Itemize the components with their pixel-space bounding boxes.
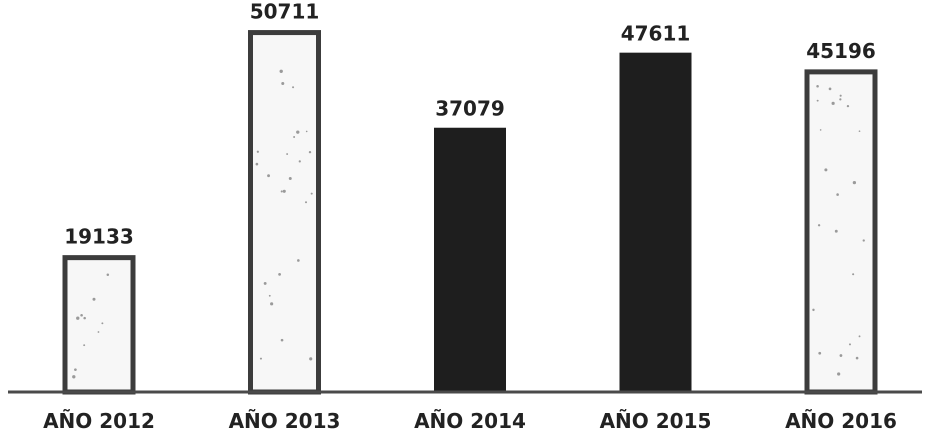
bar-rect (248, 30, 321, 395)
bar-3 (434, 127, 506, 393)
bar-speckle (305, 130, 308, 133)
data-label: 47611 (621, 22, 691, 46)
category-label: AÑO 2012 (43, 409, 155, 433)
bar-speckle (292, 86, 295, 89)
bar-speckle (92, 297, 96, 301)
bar-speckle (834, 229, 838, 233)
bar-speckle (293, 136, 296, 138)
bar-speckle (296, 130, 300, 134)
data-label: 37079 (435, 97, 505, 121)
bar-speckle (836, 193, 839, 196)
bar-speckle (816, 99, 819, 102)
bar-speckle (72, 375, 76, 379)
bar-speckle (848, 343, 851, 346)
bar-speckle (852, 273, 855, 276)
bar-speckle (828, 87, 832, 91)
bar-speckle (818, 351, 822, 355)
bar-speckle (288, 177, 292, 181)
bar-speckle (309, 357, 313, 361)
bar-speckle (106, 273, 110, 276)
bar-speckle (76, 316, 80, 320)
bar-speckle (282, 189, 286, 193)
bar-speckle (855, 356, 859, 360)
category-label: AÑO 2015 (600, 409, 712, 433)
data-label: 45196 (806, 39, 876, 63)
bar-speckle (270, 302, 274, 306)
data-label: 50711 (250, 0, 320, 24)
bar-speckle (263, 281, 267, 285)
bar-speckle (858, 130, 861, 133)
bar-rect (434, 127, 506, 393)
data-label: 19133 (64, 225, 134, 249)
bar-speckle (279, 69, 283, 73)
bar-speckle (256, 150, 259, 153)
bar-speckle (812, 308, 815, 312)
category-label: AÑO 2016 (785, 409, 897, 433)
bar-speckle (852, 180, 857, 185)
bar-speckle (280, 190, 283, 193)
bar-speckle (831, 101, 835, 105)
bar-speckle (268, 294, 271, 297)
bar-speckle (286, 153, 289, 155)
bars-layer (62, 30, 878, 395)
bar-speckle (824, 168, 828, 172)
bar-speckle (839, 94, 842, 97)
bar-speckle (101, 322, 104, 325)
bar-speckle (819, 129, 822, 131)
bar-speckle (839, 98, 842, 101)
category-label: AÑO 2014 (414, 409, 526, 433)
bar-speckle (83, 344, 86, 347)
bar-speckle (255, 162, 259, 166)
bar-speckle (816, 84, 819, 88)
bar-speckle (280, 338, 284, 342)
category-label: AÑO 2013 (229, 409, 341, 433)
bar-speckle (297, 259, 300, 262)
bar-speckle (817, 224, 821, 227)
bar-speckle (846, 104, 850, 108)
bar-speckle (267, 174, 270, 178)
bar-rect (804, 69, 878, 395)
bar-speckle (80, 313, 83, 317)
bar-1 (62, 255, 136, 395)
bar-speckle (837, 372, 841, 376)
bar-speckle (304, 201, 308, 204)
bar-speckle (308, 150, 312, 154)
bar-speckle (310, 192, 313, 195)
bar-speckle (278, 273, 281, 276)
bar-speckle (259, 357, 262, 360)
bar-speckle (858, 335, 861, 338)
labels-layer: 19133 AÑO 2012 50711 AÑO 2013 37079 AÑO 2014 4… (43, 0, 897, 433)
bar-rect (62, 255, 136, 395)
bar-speckle (839, 354, 843, 357)
bar-speckle (281, 82, 285, 86)
bar-speckle (83, 316, 86, 320)
bar-speckle (74, 368, 77, 371)
bar-2 (248, 30, 321, 395)
bar-4 (619, 52, 692, 392)
bar-speckle (97, 331, 100, 333)
bar-speckle (298, 160, 301, 163)
bar-5 (804, 69, 878, 395)
bar-rect (619, 52, 692, 392)
bar-speckle (862, 239, 865, 242)
